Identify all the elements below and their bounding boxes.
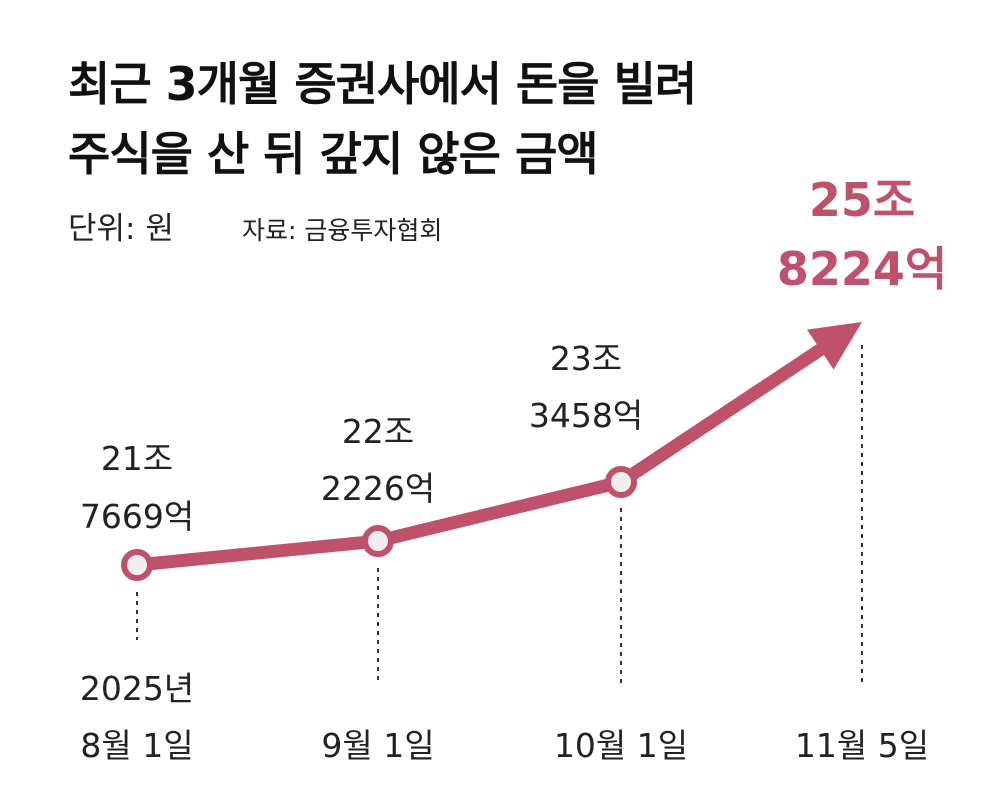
data-label-3-line-1: 23조 [550, 339, 622, 378]
data-label-2-line-2: 2226억 [321, 469, 435, 508]
chart-title-line-1: 최근 3개월 증권사에서 돈을 빌려 [68, 57, 697, 111]
data-point-1 [121, 549, 153, 581]
data-label-1-line-1: 21조 [101, 439, 173, 478]
data-label-3-line-2: 3458억 [529, 396, 643, 435]
data-point-3 [605, 466, 637, 498]
x-tick-label-1-line-1: 2025년 [80, 669, 194, 708]
series-arrowhead [807, 322, 862, 370]
data-label-4-line-2: 8224억 [777, 242, 947, 296]
unit-label: 단위: 원 [68, 211, 174, 247]
data-label-2-line-1: 22조 [342, 412, 414, 451]
source-label: 자료: 금융투자협회 [242, 216, 443, 245]
x-tick-label-1-line-2: 8월 1일 [80, 726, 193, 765]
x-tick-label-3: 10월 1일 [554, 726, 688, 765]
data-label-1-line-2: 7669억 [80, 497, 194, 536]
series-arrow-shaft [614, 340, 831, 489]
x-tick-label-2: 9월 1일 [321, 726, 434, 765]
data-label-4-line-1: 25조 [809, 173, 915, 227]
chart-title-line-2: 주식을 산 뒤 갚지 않은 금액 [68, 127, 599, 181]
x-tick-label-4: 11월 5일 [795, 726, 929, 765]
data-point-2 [362, 525, 394, 558]
